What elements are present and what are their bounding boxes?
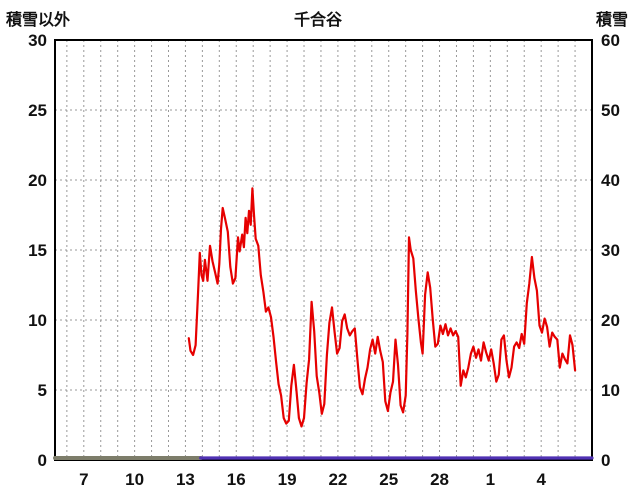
right-axis-tick-label: 40 — [601, 171, 620, 190]
left-axis-tick-label: 10 — [28, 311, 47, 330]
x-axis-tick-label: 19 — [278, 470, 297, 489]
right-axis-title: 積雪 — [595, 12, 628, 29]
series-積雪以外(気温) — [187, 187, 577, 428]
left-axis-tick-label: 15 — [28, 241, 47, 260]
x-axis-tick-label: 7 — [79, 470, 88, 489]
left-axis-tick-label: 5 — [38, 381, 47, 400]
left-axis-tick-label: 20 — [28, 171, 47, 190]
x-axis-tick-label: 13 — [176, 470, 195, 489]
x-axis-tick-label: 16 — [227, 470, 246, 489]
left-axis-tick-label: 0 — [38, 451, 47, 470]
x-axis-tick-label: 28 — [430, 470, 449, 489]
x-axis-tick-label: 22 — [328, 470, 347, 489]
right-axis-tick-label: 10 — [601, 381, 620, 400]
chart-title: 千合谷 — [293, 12, 343, 29]
right-axis-tick-label: 20 — [601, 311, 620, 330]
right-axis-tick-label: 0 — [601, 451, 610, 470]
x-axis-tick-label: 4 — [536, 470, 546, 489]
x-axis-tick-label: 25 — [379, 470, 398, 489]
left-axis-tick-label: 30 — [28, 31, 47, 50]
plot-border — [54, 39, 593, 461]
right-axis-tick-label: 60 — [601, 31, 620, 50]
right-axis-tick-label: 50 — [601, 101, 620, 120]
x-axis-tick-label: 10 — [125, 470, 144, 489]
left-axis-tick-label: 25 — [28, 101, 47, 120]
x-axis-tick-label: 1 — [486, 470, 495, 489]
right-axis-tick-label: 30 — [601, 241, 620, 260]
left-axis-title: 積雪以外 — [6, 12, 71, 29]
